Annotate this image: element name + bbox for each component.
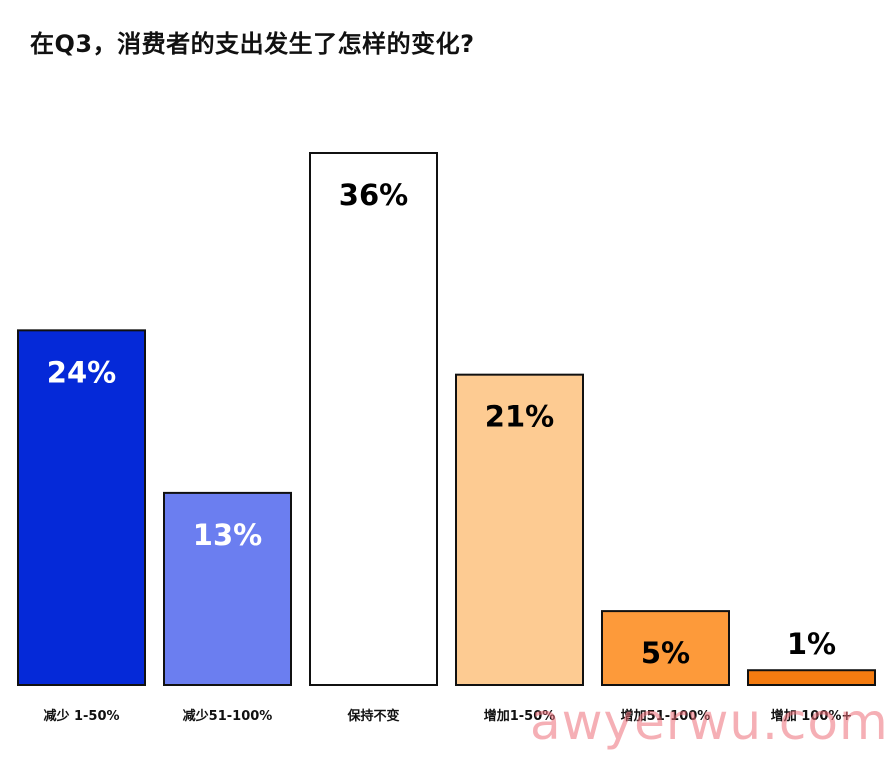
bar-3 [455,373,584,686]
category-label-1: 减少51-100% [183,708,273,724]
bar-5 [747,669,876,687]
data-label-5: 1% [787,627,836,661]
bar-0 [17,329,146,686]
category-label-5: 增加 100%+ [771,708,853,724]
bar-2 [309,152,438,686]
chart-title: 在Q3，消费者的支出发生了怎样的变化? [30,30,475,58]
bar-1 [163,491,292,686]
category-label-3: 增加1-50% [484,708,556,724]
category-label-4: 增加51-100% [621,708,711,724]
category-label-2: 保持不变 [346,708,399,724]
data-label-1: 13% [193,518,262,552]
data-label-0: 24% [47,355,116,389]
data-label-2: 36% [339,178,408,212]
watermark-text: awyerwu.com [530,693,889,751]
data-label-4: 5% [641,636,690,670]
bar-4 [601,610,730,686]
category-label-0: 减少 1-50% [43,708,119,724]
data-label-3: 21% [485,400,554,434]
